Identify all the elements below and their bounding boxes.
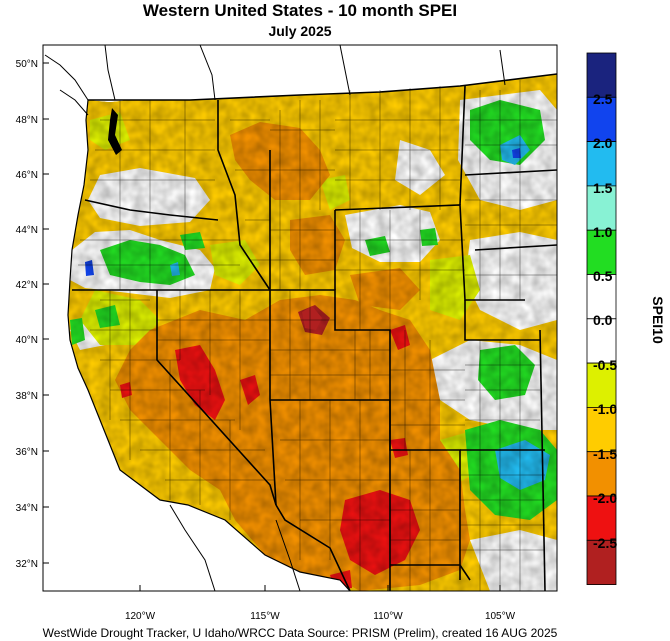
legend-tick: 0.0 — [593, 312, 613, 328]
legend-bin — [586, 406, 617, 453]
legend-tick: 2.5 — [593, 91, 613, 107]
legend-bin — [586, 229, 617, 275]
legend-bin — [586, 362, 617, 408]
map-frame — [42, 44, 558, 592]
lon-label: 105°W — [485, 611, 516, 622]
map-area — [43, 45, 557, 591]
legend-bin — [586, 451, 617, 497]
legend-tick: 2.0 — [593, 135, 613, 151]
legend-color-bins — [586, 52, 617, 585]
legend-bin — [586, 539, 617, 585]
longitude-ticks: 120°W 115°W 110°W 105°W — [125, 585, 516, 622]
latitude-ticks: 50°N 48°N 46°N 44°N 42°N 40°N 38°N 36°N … — [16, 59, 49, 570]
legend-tick: -1.0 — [593, 401, 617, 417]
lat-label: 50°N — [16, 59, 38, 70]
legend-bin — [586, 52, 617, 98]
lat-label: 48°N — [16, 115, 38, 126]
legend-tick: 1.5 — [593, 180, 613, 196]
lat-label: 44°N — [16, 225, 38, 236]
lat-label: 38°N — [16, 391, 38, 402]
map-title: Western United States - 10 month SPEI — [142, 1, 458, 20]
legend-tick: 1.0 — [593, 224, 613, 240]
mexico-lines — [169, 504, 301, 591]
county-lines — [78, 80, 557, 591]
coastline — [67, 99, 351, 591]
great-salt-lake — [302, 306, 322, 330]
lat-label: 34°N — [16, 503, 38, 514]
lon-label: 110°W — [373, 611, 403, 622]
legend-title: SPEI10 — [650, 296, 666, 344]
lon-label: 115°W — [250, 611, 280, 622]
lat-label: 40°N — [16, 335, 38, 346]
lat-label: 42°N — [16, 280, 38, 291]
lon-label: 120°W — [125, 611, 156, 622]
legend-tick: 0.5 — [593, 268, 613, 284]
footer-credit: WestWide Drought Tracker, U Idaho/WRCC D… — [42, 626, 558, 640]
map-subtitle: July 2025 — [268, 23, 332, 39]
legend-tick: -2.0 — [593, 490, 617, 506]
lat-label: 46°N — [16, 170, 38, 181]
legend-bin — [586, 185, 617, 231]
lat-label: 36°N — [16, 447, 38, 458]
legend-tick: -2.5 — [593, 535, 617, 551]
legend-tick-labels: 2.5 2.0 1.5 1.0 0.5 0.0 -0.5 -1.0 -1.5 -… — [593, 91, 617, 551]
puget-sound — [108, 108, 122, 155]
lat-label: 32°N — [16, 559, 38, 570]
legend-tick: -0.5 — [593, 357, 617, 373]
canada-lines — [44, 45, 506, 116]
legend-tick: -1.5 — [593, 446, 617, 462]
legend-bin — [586, 495, 617, 541]
